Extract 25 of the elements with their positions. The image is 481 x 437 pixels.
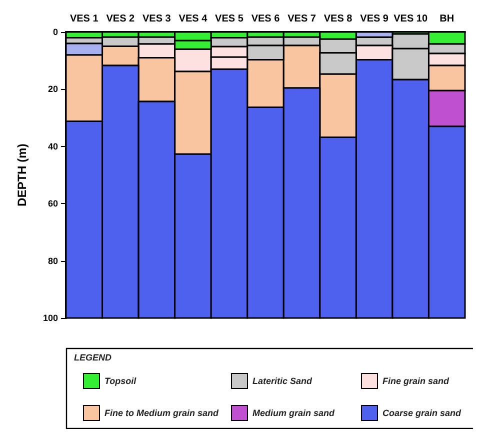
y-axis-title: DEPTH (m)	[15, 144, 29, 206]
x-tick-label: VES 6	[251, 14, 280, 24]
x-tick-label: VES 7	[288, 14, 316, 24]
y-tick-label: 0	[52, 27, 58, 37]
legend-label: Lateritic Sand	[252, 376, 313, 386]
x-tick-label: VES 3	[142, 14, 172, 24]
legend-title: LEGEND	[74, 352, 112, 362]
x-tick-label: VES 5	[215, 14, 244, 24]
legend-label: Medium grain sand	[252, 408, 336, 418]
x-tick-label: BH	[440, 14, 454, 24]
legend-label: Fine to Medium grain sand	[104, 408, 220, 418]
y-tick-label: 40	[48, 141, 58, 152]
y-tick-label: 100	[42, 313, 58, 323]
x-tick-label: VES 9	[360, 14, 389, 24]
y-tick-label: 80	[48, 256, 58, 266]
x-tick-label: VES 8	[324, 14, 353, 24]
legend-label: Fine grain sand	[382, 376, 450, 386]
x-tick-label: VES 4	[178, 14, 208, 24]
x-tick-label: VES 10	[394, 14, 428, 24]
legend-label: Coarse grain sand	[382, 408, 462, 418]
y-tick-label: 60	[48, 198, 58, 209]
legend-label: Topsoil	[104, 376, 137, 386]
x-tick-label: VES 2	[106, 14, 136, 24]
x-tick-label: VES 1	[70, 14, 99, 24]
y-tick-label: 20	[48, 84, 58, 94]
